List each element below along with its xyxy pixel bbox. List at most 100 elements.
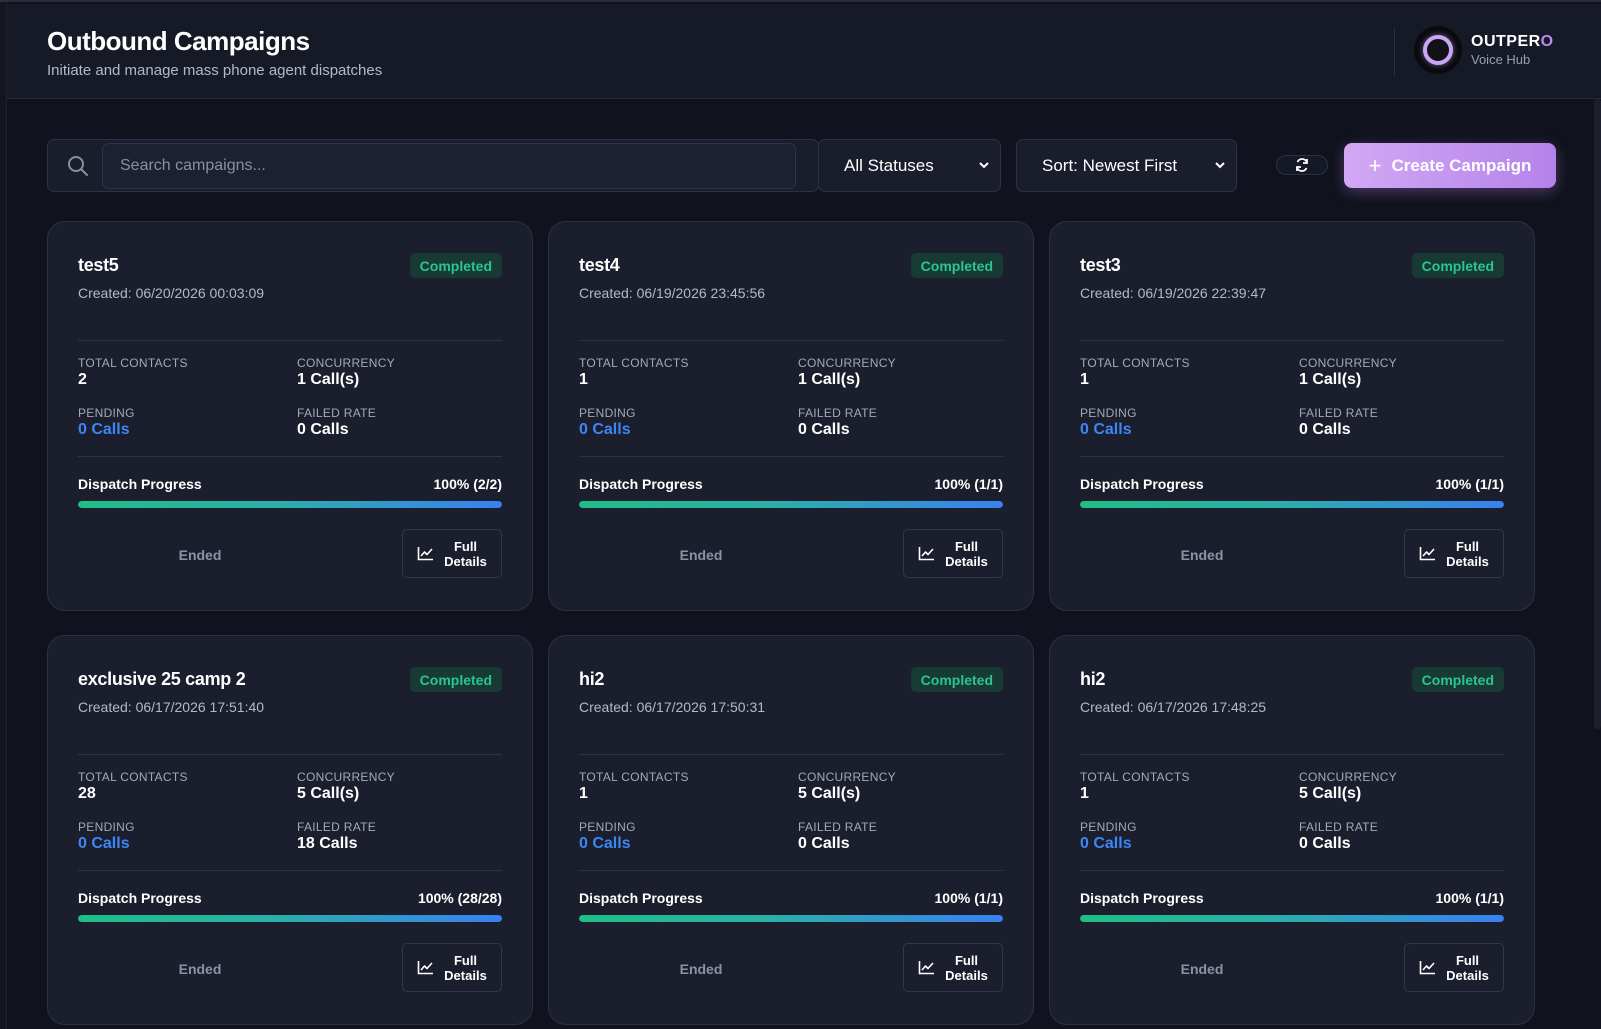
campaign-name: test3: [1080, 255, 1121, 275]
failed-rate-label: FAILED RATE: [297, 820, 377, 834]
dispatch-progress-value: 100% (28/28): [417, 890, 502, 906]
concurrency-label: CONCURRENCY: [1299, 356, 1397, 370]
full-details-button[interactable]: Full Details: [1404, 943, 1504, 992]
status-badge: Completed: [1411, 253, 1504, 278]
pending-label: PENDING: [1080, 406, 1137, 420]
progress-bar: [1080, 501, 1504, 508]
campaign-card: test3 Completed Created: 06/19/2026 22:3…: [1049, 221, 1535, 611]
full-details-button[interactable]: Full Details: [1404, 529, 1504, 578]
full-details-label: Full Details: [945, 538, 988, 569]
brand-name-main: OUTPER: [1471, 33, 1541, 50]
divider: [78, 340, 502, 341]
chevron-down-icon: [1215, 162, 1225, 169]
full-details-button[interactable]: Full Details: [903, 529, 1003, 578]
full-details-label: Full Details: [945, 952, 988, 983]
status-badge: Completed: [1411, 667, 1504, 692]
create-campaign-button[interactable]: + Create Campaign: [1344, 143, 1556, 188]
total-contacts-label: TOTAL CONTACTS: [1080, 356, 1190, 370]
pending-value: 0 Calls: [78, 835, 130, 852]
divider: [579, 340, 1003, 341]
concurrency-value: 1 Call(s): [297, 371, 360, 388]
header-divider: [1394, 28, 1395, 76]
total-contacts-label: TOTAL CONTACTS: [1080, 770, 1190, 784]
total-contacts-value: 1: [1080, 371, 1089, 388]
chart-line-icon: [417, 961, 433, 975]
campaign-name: hi2: [1080, 669, 1106, 689]
scrollbar[interactable]: [1594, 99, 1601, 729]
ended-status: Ended: [178, 961, 222, 977]
concurrency-label: CONCURRENCY: [297, 770, 395, 784]
pending-value: 0 Calls: [579, 421, 631, 438]
chart-line-icon: [1419, 961, 1435, 975]
campaign-card: exclusive 25 camp 2 Completed Created: 0…: [47, 635, 533, 1025]
divider: [78, 754, 502, 755]
pending-label: PENDING: [78, 406, 135, 420]
concurrency-value: 5 Call(s): [798, 785, 861, 802]
dispatch-progress-value: 100% (1/1): [934, 890, 1003, 906]
campaign-name: test4: [579, 255, 620, 275]
brand-name: OUTPERO: [1471, 33, 1554, 51]
progress-bar: [78, 915, 502, 922]
campaign-card: test5 Completed Created: 06/20/2026 00:0…: [47, 221, 533, 611]
concurrency-label: CONCURRENCY: [1299, 770, 1397, 784]
sort-select[interactable]: Sort: Newest First: [1016, 139, 1237, 192]
dispatch-progress-label: Dispatch Progress: [1080, 890, 1204, 906]
divider: [1080, 456, 1504, 457]
refresh-icon: [1296, 158, 1308, 172]
progress-bar: [579, 915, 1003, 922]
concurrency-value: 1 Call(s): [798, 371, 861, 388]
progress-bar-fill: [579, 501, 1003, 508]
refresh-button[interactable]: [1276, 155, 1328, 175]
full-details-label: Full Details: [1446, 538, 1489, 569]
pending-value: 0 Calls: [1080, 421, 1132, 438]
total-contacts-value: 1: [579, 371, 588, 388]
dispatch-progress-label: Dispatch Progress: [78, 476, 202, 492]
progress-bar-fill: [1080, 501, 1504, 508]
concurrency-value: 5 Call(s): [297, 785, 360, 802]
created-timestamp: Created: 06/19/2026 23:45:56: [579, 285, 766, 301]
total-contacts-label: TOTAL CONTACTS: [78, 770, 188, 784]
pending-label: PENDING: [1080, 820, 1137, 834]
dispatch-progress-label: Dispatch Progress: [579, 890, 703, 906]
created-timestamp: Created: 06/20/2026 00:03:09: [78, 285, 265, 301]
failed-rate-label: FAILED RATE: [798, 820, 878, 834]
pending-value: 0 Calls: [1080, 835, 1132, 852]
full-details-button[interactable]: Full Details: [903, 943, 1003, 992]
status-filter-select[interactable]: All Statuses: [818, 139, 1001, 192]
total-contacts-value: 1: [579, 785, 588, 802]
dispatch-progress-label: Dispatch Progress: [579, 476, 703, 492]
progress-bar: [78, 501, 502, 508]
search-input[interactable]: [102, 143, 796, 189]
campaign-card: hi2 Completed Created: 06/17/2026 17:50:…: [548, 635, 1034, 1025]
campaign-name: exclusive 25 camp 2: [78, 669, 246, 689]
sort-value: Sort: Newest First: [1042, 155, 1178, 175]
failed-rate-label: FAILED RATE: [798, 406, 878, 420]
dispatch-progress-label: Dispatch Progress: [78, 890, 202, 906]
divider: [78, 870, 502, 871]
full-details-button[interactable]: Full Details: [402, 529, 502, 578]
created-timestamp: Created: 06/17/2026 17:51:40: [78, 699, 265, 715]
concurrency-label: CONCURRENCY: [297, 356, 395, 370]
brand-tagline: Voice Hub: [1471, 52, 1531, 67]
status-badge: Completed: [910, 253, 1003, 278]
pending-label: PENDING: [579, 820, 636, 834]
concurrency-value: 5 Call(s): [1299, 785, 1362, 802]
divider: [1080, 870, 1504, 871]
chevron-down-icon: [979, 162, 989, 169]
sidebar-edge: [0, 2, 7, 1029]
total-contacts-value: 1: [1080, 785, 1089, 802]
total-contacts-label: TOTAL CONTACTS: [579, 770, 689, 784]
progress-bar-fill: [579, 915, 1003, 922]
divider: [579, 456, 1003, 457]
full-details-button[interactable]: Full Details: [402, 943, 502, 992]
created-timestamp: Created: 06/17/2026 17:50:31: [579, 699, 766, 715]
total-contacts-value: 2: [78, 371, 87, 388]
divider: [1080, 754, 1504, 755]
pending-value: 0 Calls: [78, 421, 130, 438]
failed-rate-label: FAILED RATE: [1299, 406, 1379, 420]
total-contacts-label: TOTAL CONTACTS: [78, 356, 188, 370]
status-badge: Completed: [910, 667, 1003, 692]
campaign-card: hi2 Completed Created: 06/17/2026 17:48:…: [1049, 635, 1535, 1025]
concurrency-label: CONCURRENCY: [798, 770, 896, 784]
